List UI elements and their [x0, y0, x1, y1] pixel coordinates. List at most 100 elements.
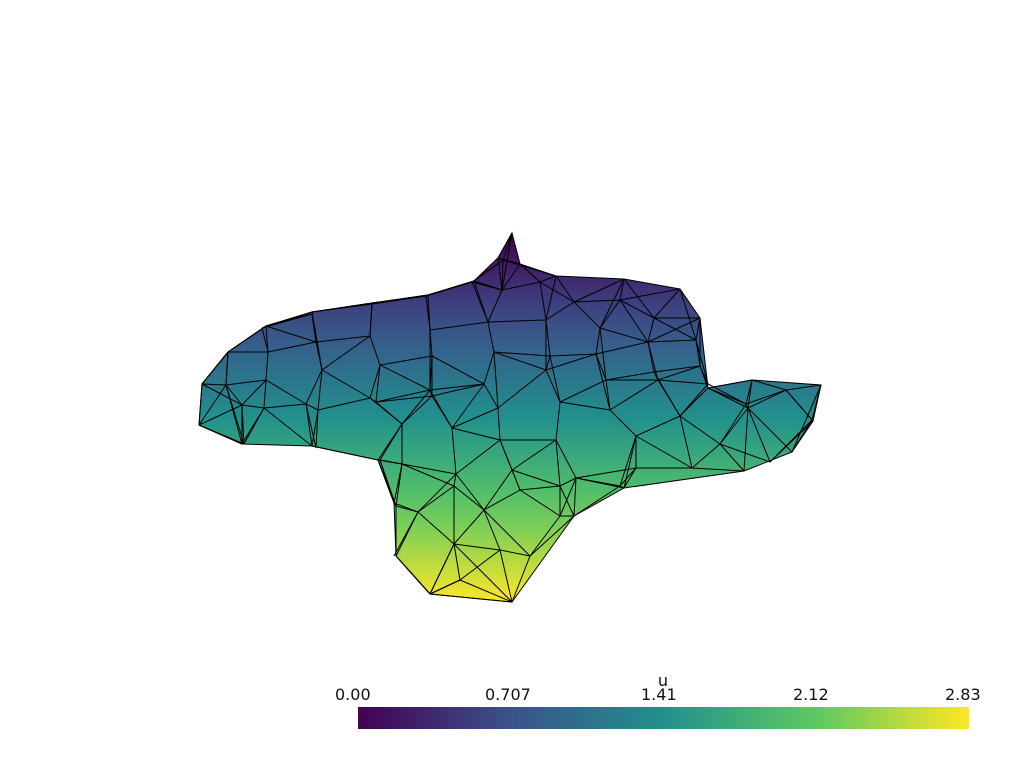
mesh-edge — [395, 463, 403, 507]
mesh-edge — [395, 505, 419, 513]
mesh-edge — [429, 543, 455, 595]
mesh-edge — [555, 401, 561, 441]
mesh-edge — [265, 325, 317, 343]
scalar-bar: u 0.00 0.707 1.41 2.12 2.83 — [335, 672, 981, 732]
mesh-edge — [451, 383, 485, 429]
mesh-edge — [315, 341, 323, 371]
mesh-edge — [539, 281, 547, 321]
mesh-edge — [455, 473, 485, 511]
mesh-edge — [483, 469, 513, 511]
mesh-edge — [747, 407, 771, 463]
mesh-edge — [595, 341, 649, 355]
mesh-edge — [263, 379, 267, 409]
scalar-bar-tick-label: 2.12 — [793, 685, 829, 704]
mesh-edge — [539, 281, 575, 303]
mesh-edge — [429, 383, 485, 391]
mesh-edge — [647, 339, 697, 343]
mesh-edge — [451, 427, 457, 475]
mesh-edge — [575, 477, 621, 487]
mesh-edge — [573, 301, 601, 329]
mesh-edge — [265, 325, 269, 353]
mesh-edge — [305, 403, 317, 449]
mesh-edge — [265, 379, 307, 405]
mesh-edge — [519, 489, 561, 517]
mesh-edge — [379, 459, 403, 465]
mesh-edge — [695, 339, 709, 385]
mesh-edge — [623, 467, 637, 489]
mesh-edge — [225, 351, 229, 386]
mesh-edge — [719, 407, 749, 445]
mesh-edge — [619, 299, 649, 343]
mesh-edge — [545, 319, 551, 357]
mesh-edge — [751, 379, 787, 391]
mesh-edge — [529, 515, 561, 557]
mesh-edge — [559, 379, 607, 403]
mesh-edge — [263, 407, 313, 447]
mesh-edge — [619, 278, 625, 301]
mesh-edge — [573, 299, 621, 303]
mesh-edge — [487, 321, 495, 353]
mesh-edge — [379, 459, 397, 507]
scalar-bar-ticks: 0.00 0.707 1.41 2.12 2.83 — [335, 685, 981, 705]
mesh-edge — [453, 473, 457, 487]
mesh-edge — [455, 439, 501, 475]
mesh-edge — [691, 443, 721, 469]
mesh-edge — [493, 351, 499, 409]
mesh-edge — [369, 364, 381, 399]
mesh-edge — [369, 335, 381, 366]
mesh-edge — [511, 439, 557, 471]
mesh-edge — [483, 351, 495, 385]
mesh-edge — [695, 317, 701, 341]
mesh-edge — [501, 259, 504, 291]
mesh-edge — [459, 579, 513, 603]
mesh-edge — [691, 467, 745, 472]
mesh-edge — [315, 335, 371, 343]
mesh-edge — [595, 353, 607, 381]
mesh-edge — [225, 384, 243, 406]
mesh-edge — [375, 364, 381, 403]
mesh-edge — [487, 289, 503, 323]
mesh-edge — [529, 515, 575, 557]
scalar-bar-tick-label: 0.707 — [485, 685, 531, 704]
mesh-edge — [429, 321, 489, 331]
mesh-edge — [647, 341, 659, 381]
mesh-edge — [198, 404, 243, 426]
mesh-edge — [241, 404, 245, 445]
mesh-edge — [599, 278, 625, 329]
mesh-edge — [493, 351, 551, 357]
mesh-edge — [785, 389, 813, 421]
mesh-edge — [609, 409, 637, 437]
mesh-edge — [599, 299, 621, 329]
mesh-edge — [317, 369, 323, 411]
mesh-edge — [511, 469, 561, 487]
mesh-edge — [497, 257, 504, 261]
scalar-bar-tick-label: 0.00 — [335, 685, 371, 704]
mesh-edge — [747, 407, 793, 453]
mesh-edge — [483, 489, 521, 511]
mesh-edge — [599, 327, 607, 381]
mesh-edge — [261, 327, 269, 353]
mesh-edge — [317, 397, 371, 411]
mesh-edge — [241, 379, 267, 406]
mesh-edge — [555, 275, 575, 303]
mesh-edge — [679, 383, 709, 417]
mesh-edge — [379, 423, 403, 461]
mesh-edge — [417, 473, 457, 513]
mesh-edge — [393, 511, 419, 557]
mesh-edge — [425, 295, 431, 331]
mesh-edge — [545, 369, 561, 403]
mesh-edge — [379, 364, 431, 391]
scalar-bar-gradient — [358, 707, 969, 729]
mesh-edge — [483, 383, 499, 409]
mesh-edge — [549, 353, 597, 357]
mesh-edge — [555, 439, 561, 487]
mesh-edge — [539, 275, 557, 283]
mesh-edge — [305, 369, 323, 405]
mesh-edge — [511, 555, 531, 603]
mesh-edge — [559, 477, 577, 487]
mesh-edge — [747, 389, 787, 409]
mesh-edge — [431, 355, 485, 385]
mesh-edge — [559, 477, 577, 517]
